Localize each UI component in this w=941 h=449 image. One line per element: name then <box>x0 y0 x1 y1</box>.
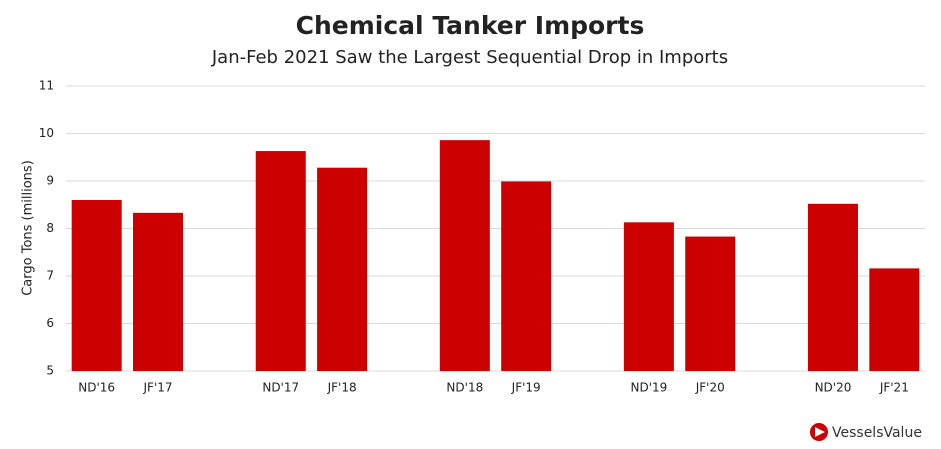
x-tick-label: JF'18 <box>327 381 357 395</box>
bar <box>869 268 920 371</box>
y-tick-label: 11 <box>39 79 54 93</box>
x-tick-label: ND'18 <box>446 381 483 395</box>
bar <box>71 200 122 371</box>
x-tick-label: ND'19 <box>630 381 667 395</box>
bar <box>685 236 736 371</box>
x-tick-label: JF'20 <box>695 381 725 395</box>
bar <box>317 167 368 371</box>
y-tick-label: 9 <box>46 174 54 188</box>
bar <box>623 222 674 371</box>
x-tick-label: JF'21 <box>879 381 909 395</box>
logo: VesselsValue <box>810 423 922 441</box>
y-tick-label: 8 <box>46 221 54 235</box>
logo-icon-arrow <box>815 427 825 437</box>
y-tick-label: 10 <box>39 126 54 140</box>
bar <box>133 212 184 371</box>
logo-text: VesselsValue <box>832 425 922 441</box>
bar <box>807 203 858 371</box>
bar <box>501 181 552 371</box>
bar <box>255 151 306 371</box>
x-tick-label: JF'19 <box>511 381 541 395</box>
x-tick-label: ND'16 <box>78 381 115 395</box>
chart-subtitle: Jan-Feb 2021 Saw the Largest Sequential … <box>211 47 728 68</box>
y-tick-label: 5 <box>46 364 54 378</box>
bar <box>439 140 490 371</box>
x-tick-label: ND'20 <box>815 381 852 395</box>
x-tick-label: ND'17 <box>262 381 299 395</box>
y-tick-label: 6 <box>46 316 54 330</box>
chart-title: Chemical Tanker Imports <box>296 11 645 40</box>
x-tick-label: JF'17 <box>143 381 173 395</box>
y-tick-label: 7 <box>46 269 54 283</box>
y-axis-label: Cargo Tons (millions) <box>21 160 36 296</box>
